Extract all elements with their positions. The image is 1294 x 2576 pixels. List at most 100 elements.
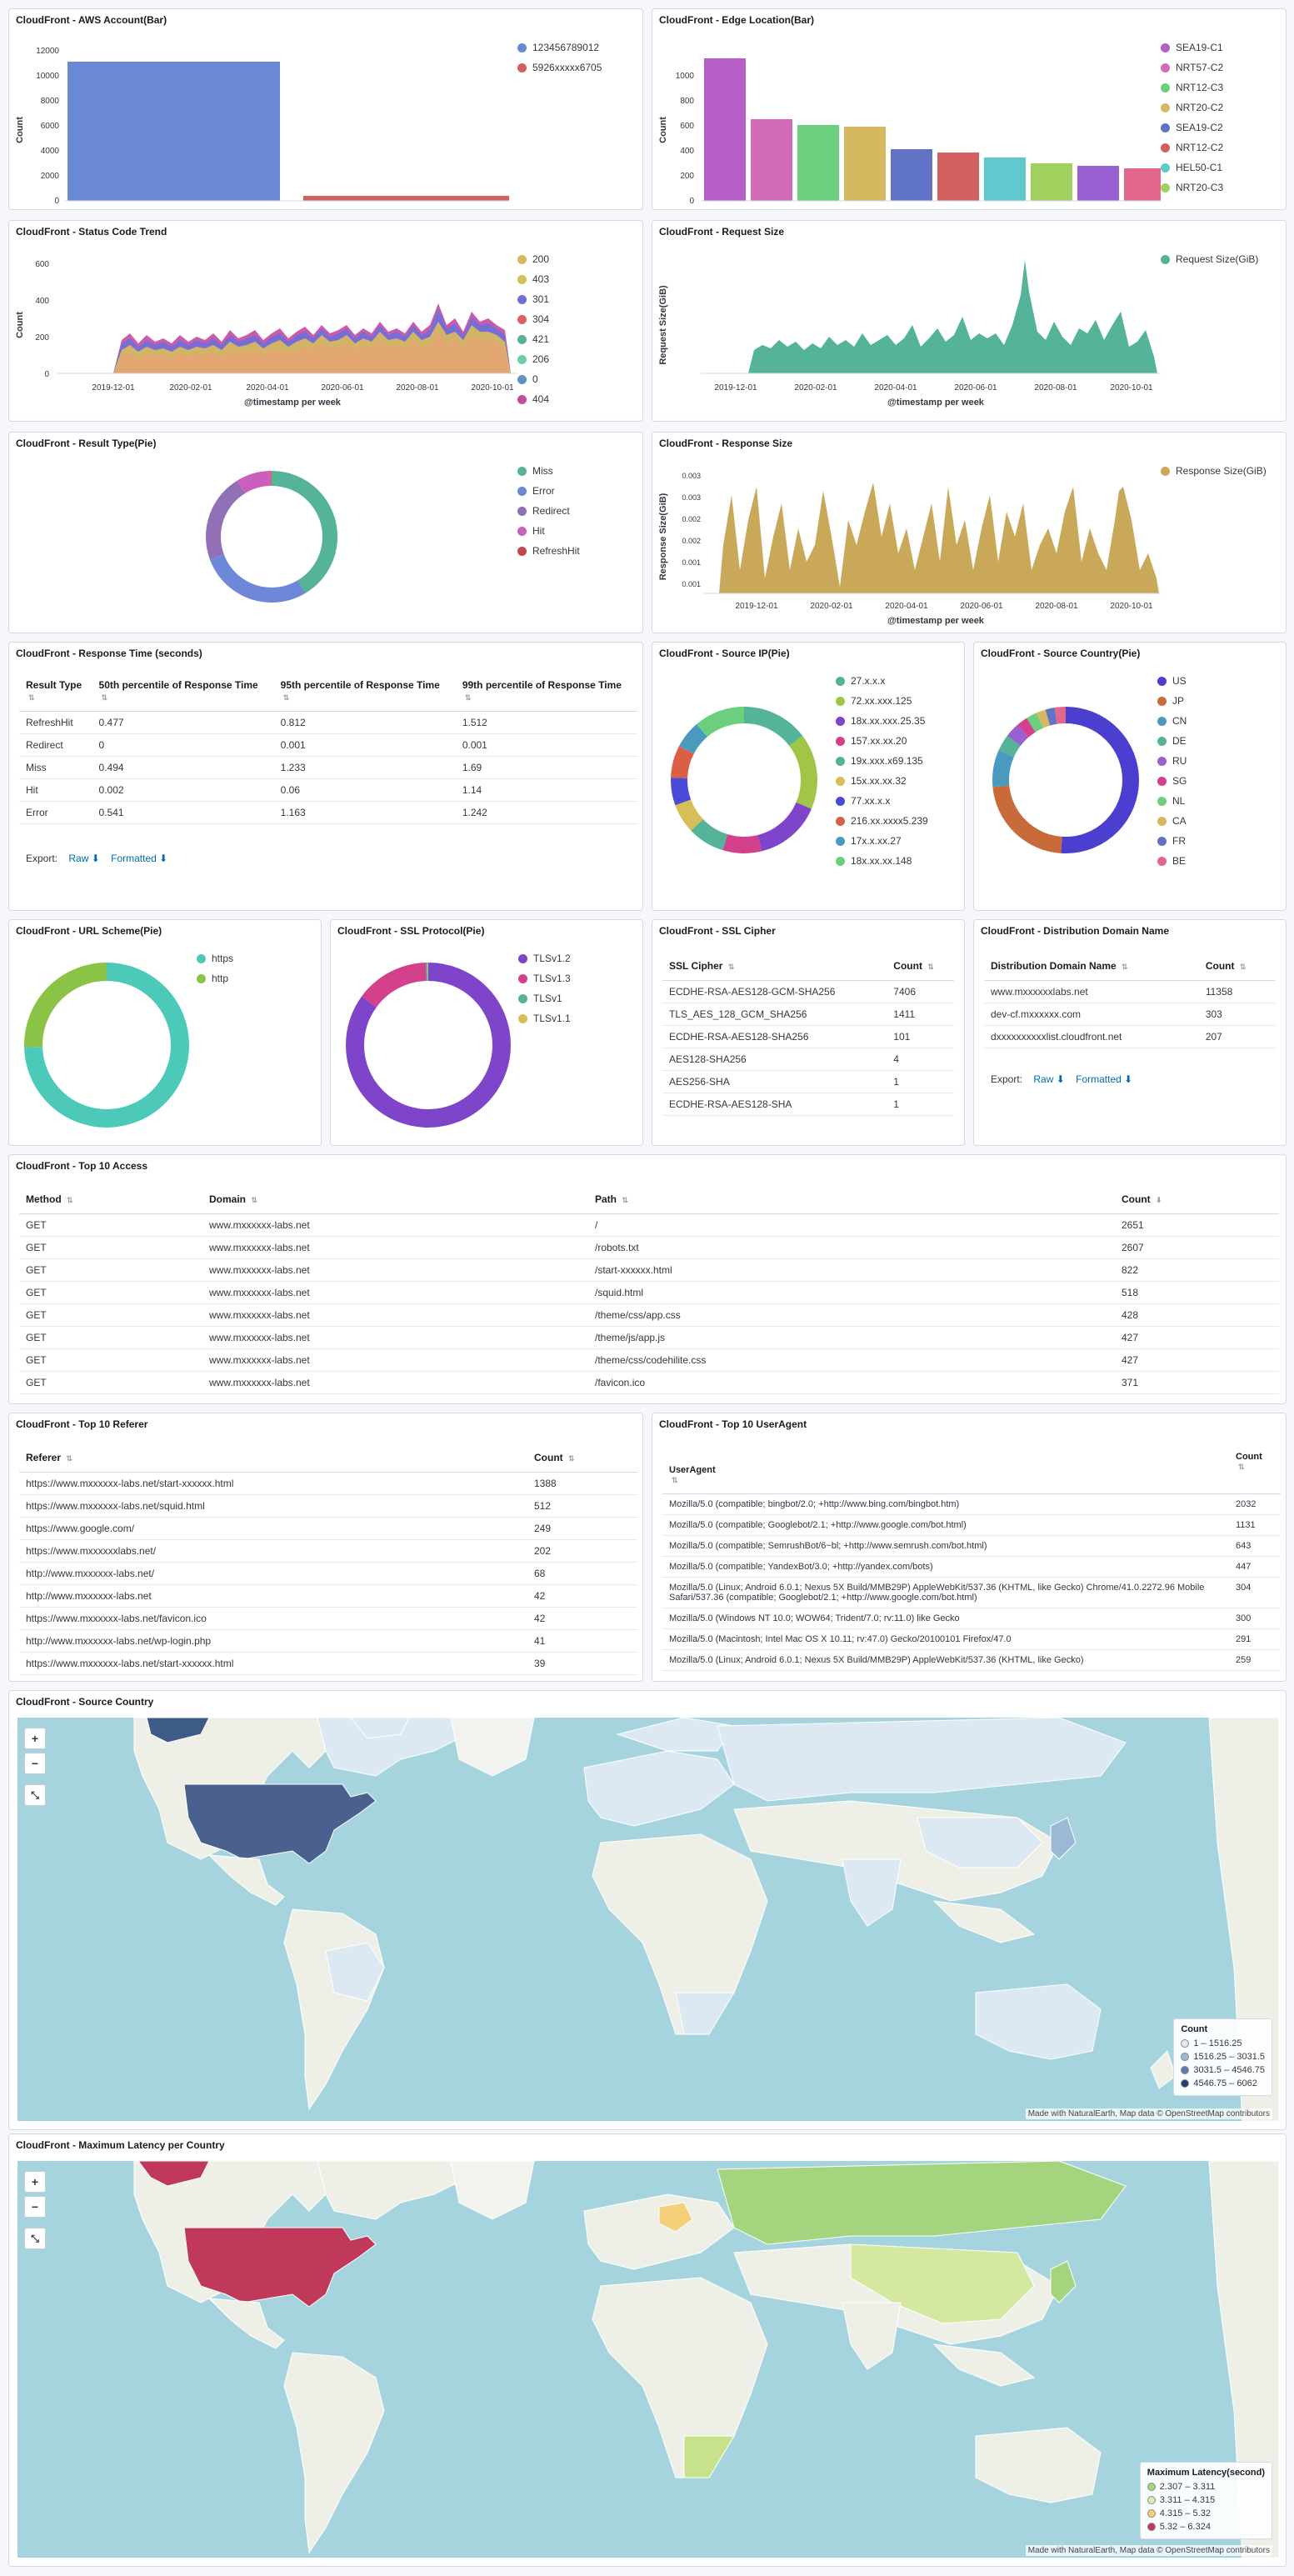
legend-item[interactable]: SG bbox=[1157, 771, 1187, 791]
legend-item[interactable]: US bbox=[1157, 671, 1187, 691]
bar-edge[interactable] bbox=[984, 158, 1026, 201]
column-header[interactable]: Count ⇅ bbox=[1198, 955, 1276, 981]
column-header[interactable]: UserAgent ⇅ bbox=[662, 1447, 1229, 1494]
legend-item[interactable]: NL bbox=[1157, 791, 1187, 811]
legend-item[interactable]: 216.xx.xxxx5.239 bbox=[836, 811, 928, 831]
y-axis-label: Count bbox=[15, 117, 25, 143]
legend-item[interactable]: CA bbox=[1157, 811, 1187, 831]
legend-item[interactable]: TLSv1.3 bbox=[518, 968, 571, 988]
legend-item[interactable]: NRT20-C2 bbox=[1161, 98, 1223, 118]
legend-item[interactable]: 18x.xx.xx.148 bbox=[836, 851, 928, 871]
map-attribution[interactable]: Made with NaturalEarth, Map data © OpenS… bbox=[1025, 2545, 1272, 2556]
zoom-in-button[interactable]: + bbox=[24, 1728, 46, 1749]
legend-item[interactable]: Redirect bbox=[517, 501, 580, 521]
legend-item[interactable]: 123456789012 bbox=[517, 38, 602, 58]
legend-item[interactable]: Error bbox=[517, 481, 580, 501]
map-attribution[interactable]: Made with NaturalEarth, Map data © OpenS… bbox=[1025, 2108, 1272, 2119]
column-header[interactable]: Count ⬇ bbox=[1115, 1188, 1279, 1214]
legend-item[interactable]: http bbox=[197, 968, 233, 988]
legend-item[interactable]: NRT12-C3 bbox=[1161, 78, 1223, 98]
bar-edge[interactable] bbox=[891, 149, 932, 201]
column-header[interactable]: Count ⇅ bbox=[887, 955, 954, 981]
slice-refreshhit[interactable] bbox=[206, 471, 337, 603]
legend-item[interactable]: 206 bbox=[517, 349, 549, 369]
legend-item[interactable]: SEA19-C2 bbox=[1161, 118, 1223, 138]
legend-item[interactable]: 421 bbox=[517, 329, 549, 349]
bar-edge[interactable] bbox=[1031, 163, 1072, 201]
legend-item[interactable]: 301 bbox=[517, 289, 549, 309]
column-header[interactable]: Result Type ⇅ bbox=[19, 674, 92, 712]
legend-item: 1516.25 – 3031.5 bbox=[1181, 2050, 1265, 2063]
bar-edge[interactable] bbox=[844, 127, 886, 201]
legend-item[interactable]: DE bbox=[1157, 731, 1187, 751]
legend-item[interactable]: 15x.xx.xx.32 bbox=[836, 771, 928, 791]
export-raw-link[interactable]: Raw ⬇ bbox=[68, 853, 100, 864]
fit-bounds-button[interactable]: ⤡ bbox=[24, 1784, 46, 1806]
bar-edge[interactable] bbox=[1124, 168, 1161, 201]
legend-item[interactable]: NRT20-C3 bbox=[1161, 178, 1223, 198]
table-row: Redirect 0 0.001 0.001 bbox=[19, 733, 637, 757]
legend-item[interactable]: NRT12-C2 bbox=[1161, 138, 1223, 158]
legend-item[interactable]: Hit bbox=[517, 521, 580, 541]
legend-item[interactable]: 403 bbox=[517, 269, 549, 289]
column-header[interactable]: Domain ⇅ bbox=[202, 1188, 588, 1214]
bar-account-2[interactable] bbox=[303, 196, 509, 201]
column-header[interactable]: Count ⇅ bbox=[527, 1447, 637, 1473]
column-header[interactable]: SSL Cipher ⇅ bbox=[662, 955, 887, 981]
bar-edge[interactable] bbox=[1077, 166, 1119, 201]
legend-item[interactable]: 0 bbox=[517, 369, 549, 389]
legend-item[interactable]: 72.xx.xxx.125 bbox=[836, 691, 928, 711]
column-header[interactable]: 95th percentile of Response Time ⇅ bbox=[273, 674, 456, 712]
legend-item[interactable]: 5926xxxxx6705 bbox=[517, 58, 602, 78]
column-header[interactable]: Distribution Domain Name ⇅ bbox=[984, 955, 1199, 981]
legend-item[interactable]: 200 bbox=[517, 249, 549, 269]
column-header[interactable]: 50th percentile of Response Time ⇅ bbox=[92, 674, 274, 712]
bar-account-1[interactable] bbox=[67, 62, 280, 201]
fit-bounds-button[interactable]: ⤡ bbox=[24, 2228, 46, 2249]
column-header[interactable]: Count ⇅ bbox=[1229, 1447, 1281, 1494]
legend-item[interactable]: HEL50-C1 bbox=[1161, 158, 1223, 178]
bar-edge[interactable] bbox=[704, 58, 746, 201]
legend-item[interactable]: 157.xx.xx.20 bbox=[836, 731, 928, 751]
legend-item[interactable]: RU bbox=[1157, 751, 1187, 771]
slice-error[interactable] bbox=[206, 471, 337, 603]
bar-edge[interactable] bbox=[797, 125, 839, 201]
legend-item[interactable]: CN bbox=[1157, 711, 1187, 731]
legend-item[interactable]: BE bbox=[1157, 851, 1187, 871]
legend-item[interactable]: 77.xx.x.x bbox=[836, 791, 928, 811]
legend-item[interactable]: 18x.xx.xxx.25.35 bbox=[836, 711, 928, 731]
legend-item[interactable]: Response Size(GiB) bbox=[1161, 461, 1267, 481]
legend-item[interactable]: https bbox=[197, 948, 233, 968]
legend-item[interactable]: TLSv1.1 bbox=[518, 1008, 571, 1028]
legend-item[interactable]: 27.x.x.x bbox=[836, 671, 928, 691]
export-formatted-link[interactable]: Formatted ⬇ bbox=[1076, 1073, 1133, 1085]
world-map[interactable]: + − ⤡ Count 1 – 1516.25 1516.25 – 3031.5… bbox=[17, 1718, 1279, 2121]
legend-item[interactable]: Request Size(GiB) bbox=[1161, 249, 1258, 269]
zoom-in-button[interactable]: + bbox=[24, 2171, 46, 2193]
legend-item[interactable]: 304 bbox=[517, 309, 549, 329]
world-map[interactable]: + − ⤡ Maximum Latency(second) 2.307 – 3.… bbox=[17, 2161, 1279, 2558]
export-formatted-link[interactable]: Formatted ⬇ bbox=[111, 853, 168, 864]
legend-item[interactable]: TLSv1.2 bbox=[518, 948, 571, 968]
legend-item[interactable]: FR bbox=[1157, 831, 1187, 851]
x-tick: 2020-06-01 bbox=[954, 383, 997, 393]
column-header[interactable]: 99th percentile of Response Time ⇅ bbox=[455, 674, 637, 712]
column-header[interactable]: Method ⇅ bbox=[19, 1188, 202, 1214]
slice-redirect[interactable] bbox=[206, 471, 337, 603]
export-raw-link[interactable]: Raw ⬇ bbox=[1033, 1073, 1065, 1085]
legend-item[interactable]: 17x.x.xx.27 bbox=[836, 831, 928, 851]
legend-item[interactable]: 19x.xxx.x69.135 bbox=[836, 751, 928, 771]
column-header[interactable]: Referer ⇅ bbox=[19, 1447, 527, 1473]
zoom-out-button[interactable]: − bbox=[24, 1753, 46, 1774]
zoom-out-button[interactable]: − bbox=[24, 2196, 46, 2218]
legend-item[interactable]: NRT57-C2 bbox=[1161, 58, 1223, 78]
legend-item[interactable]: Miss bbox=[517, 461, 580, 481]
column-header[interactable]: Path ⇅ bbox=[588, 1188, 1115, 1214]
legend-item[interactable]: JP bbox=[1157, 691, 1187, 711]
legend-item[interactable]: 404 bbox=[517, 389, 549, 409]
legend-item[interactable]: TLSv1 bbox=[518, 988, 571, 1008]
bar-edge[interactable] bbox=[937, 153, 979, 201]
legend-item[interactable]: RefreshHit bbox=[517, 541, 580, 561]
legend-item[interactable]: SEA19-C1 bbox=[1161, 38, 1223, 58]
bar-edge[interactable] bbox=[751, 119, 792, 201]
